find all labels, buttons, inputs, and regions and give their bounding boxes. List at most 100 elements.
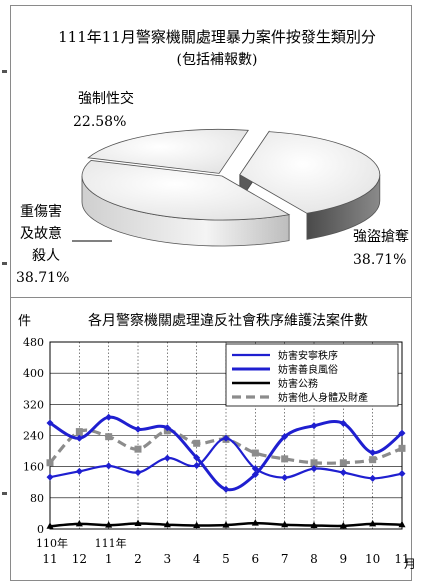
xtick-label: 11 [394, 552, 409, 566]
point-妨害公務-5 [193, 521, 201, 528]
point-妨害公務-7 [251, 519, 259, 526]
point-妨害善良風俗-3 [134, 425, 142, 433]
point-妨害善良風俗-0 [46, 419, 54, 427]
year-label: 110年 [36, 536, 68, 550]
point-妨害公務-10 [339, 521, 347, 529]
xtick-label: 6 [252, 552, 260, 566]
point-妨害善良風俗-7 [251, 470, 259, 478]
xtick-label: 1 [105, 552, 113, 566]
point-妨害安寧秩序-12 [398, 470, 406, 478]
legend-label-妨害善良風俗: 妨害善良風俗 [278, 363, 338, 376]
point-妨害善良風俗-11 [369, 449, 377, 457]
edge-mark [2, 70, 7, 73]
panel-divider [10, 297, 412, 298]
edge-mark [2, 262, 7, 265]
xtick-label: 2 [134, 552, 142, 566]
line-title: 各月警察機關處理違反社會秩序維護法案件數 [88, 312, 368, 329]
point-妨害公務-2 [105, 521, 113, 528]
point-妨害公務-6 [222, 521, 230, 528]
point-妨害善良風俗-4 [163, 424, 171, 432]
ytick-label: 400 [23, 367, 44, 380]
pie-title: 111年11月警察機關處理暴力案件按發生類別分 [58, 28, 376, 46]
point-妨害善良風俗-9 [310, 422, 318, 430]
line-xlabel: 月 [404, 557, 416, 571]
ytick-label: 480 [23, 336, 44, 349]
point-妨害他人身體及財產-5 [193, 439, 201, 447]
pie-chart [81, 128, 381, 247]
xtick-label: 10 [365, 552, 380, 566]
line-ylabel: 件 [18, 314, 31, 329]
ytick-label: 80 [30, 492, 44, 505]
point-妨害安寧秩序-3 [134, 469, 142, 477]
point-妨害善良風俗-5 [193, 454, 201, 462]
ytick-label: 320 [23, 398, 44, 411]
point-妨害安寧秩序-10 [339, 469, 347, 477]
pie-label-重傷害-line3: 殺人 [32, 248, 60, 264]
point-妨害他人身體及財產-12 [398, 444, 406, 452]
pie-slice-強制性交 [87, 128, 249, 174]
point-妨害公務-11 [369, 519, 377, 527]
ytick-label: 240 [23, 430, 44, 443]
point-妨害他人身體及財產-9 [310, 459, 318, 467]
point-妨害公務-4 [163, 520, 171, 528]
xtick-label: 12 [72, 552, 87, 566]
xtick-label: 11 [42, 552, 57, 566]
pie-slice-重傷害及故意殺人 [81, 160, 291, 221]
point-妨害他人身體及財產-8 [281, 455, 289, 463]
point-妨害安寧秩序-9 [310, 465, 318, 473]
xtick-label: 5 [222, 552, 230, 566]
pie-label-強盜搶奪: 強盜搶奪 [353, 228, 409, 245]
point-妨害安寧秩序-7 [251, 465, 259, 473]
point-妨害他人身體及財產-1 [75, 428, 83, 436]
point-妨害他人身體及財產-2 [105, 433, 113, 441]
point-妨害安寧秩序-6 [222, 434, 230, 442]
xtick-label: 7 [281, 552, 289, 566]
year-label: 111年 [95, 536, 127, 550]
xtick-label: 8 [310, 552, 318, 566]
point-妨害安寧秩序-4 [163, 454, 171, 462]
point-妨害公務-8 [281, 520, 289, 528]
ytick-label: 0 [37, 523, 44, 536]
point-妨害他人身體及財產-11 [369, 456, 377, 464]
point-妨害善良風俗-1 [75, 434, 83, 442]
point-妨害善良風俗-8 [281, 433, 289, 441]
point-妨害安寧秩序-0 [46, 473, 54, 481]
point-妨害安寧秩序-11 [369, 474, 377, 482]
point-妨害善良風俗-6 [222, 485, 230, 493]
pie-value-重傷害: 38.71% [16, 270, 69, 286]
pie-label-強制性交: 強制性交 [78, 90, 134, 107]
pie-subtitle: (包括補報數) [177, 52, 258, 68]
legend-label-妨害他人身體及財產: 妨害他人身體及財產 [278, 391, 368, 404]
point-妨害公務-0 [46, 522, 54, 529]
point-妨害安寧秩序-2 [105, 462, 113, 470]
point-妨害他人身體及財產-0 [46, 459, 54, 467]
point-妨害善良風俗-10 [339, 419, 347, 427]
xtick-label: 9 [340, 552, 348, 566]
pie-value-強盜搶奪: 38.71% [353, 252, 406, 268]
xtick-label: 3 [164, 552, 172, 566]
point-妨害安寧秩序-1 [75, 467, 83, 475]
point-妨害他人身體及財產-3 [134, 445, 142, 453]
point-妨害公務-9 [310, 521, 318, 528]
legend-label-妨害安寧秩序: 妨害安寧秩序 [278, 349, 338, 362]
pie-value-強制性交: 22.58% [73, 114, 126, 130]
point-妨害善良風俗-2 [105, 413, 113, 421]
point-妨害安寧秩序-5 [193, 461, 201, 469]
xtick-label: 4 [193, 552, 201, 566]
point-妨害公務-1 [75, 519, 83, 527]
edge-mark [2, 492, 7, 495]
point-妨害他人身體及財產-7 [251, 449, 259, 457]
point-妨害善良風俗-12 [398, 429, 406, 437]
chart-frame [10, 5, 412, 581]
ytick-label: 160 [23, 461, 44, 474]
point-妨害公務-12 [398, 520, 406, 528]
point-妨害公務-3 [134, 519, 142, 527]
pie-label-重傷害-line2: 及故意 [20, 225, 62, 242]
pie-slice-強盜搶奪 [239, 131, 381, 214]
point-妨害安寧秩序-8 [281, 474, 289, 482]
pie-label-重傷害-line1: 重傷害 [20, 204, 62, 220]
legend-label-妨害公務: 妨害公務 [278, 377, 318, 390]
point-妨害他人身體及財產-10 [339, 459, 347, 467]
